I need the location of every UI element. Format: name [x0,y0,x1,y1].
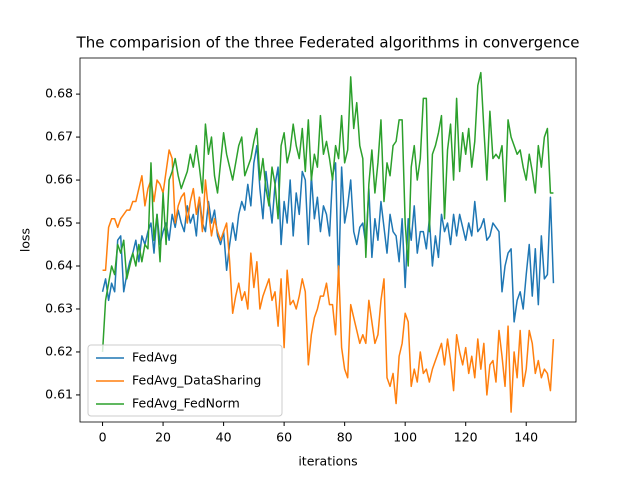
legend-label: FedAvg_DataSharing [132,373,261,388]
y-tick-label: 0.63 [45,300,73,315]
series-line [102,149,555,413]
legend-label: FedAvg_FedNorm [132,396,240,411]
y-tick-label: 0.66 [45,172,73,187]
y-tick-label: 0.64 [45,258,73,273]
y-axis-label: loss [18,228,33,252]
y-tick-label: 0.68 [45,86,73,101]
series-line [101,71,554,352]
y-tick-label: 0.61 [45,386,73,401]
x-tick-label: 0 [99,430,107,445]
x-tick-label: 20 [155,430,171,445]
x-tick-label: 140 [514,430,538,445]
y-tick-label: 0.62 [45,343,73,358]
chart-title: The comparision of the three Federated a… [76,34,580,52]
x-tick-label: 80 [337,430,353,445]
x-tick-label: 100 [393,430,417,445]
y-tick-label: 0.67 [45,129,73,144]
x-tick-label: 60 [276,430,292,445]
x-axis-label: iterations [298,454,357,469]
legend-label: FedAvg [132,350,177,365]
x-tick-label: 40 [216,430,232,445]
plot-frame [79,57,577,423]
y-tick-label: 0.65 [45,215,73,230]
x-tick-label: 120 [454,430,478,445]
legend-box [87,344,283,417]
